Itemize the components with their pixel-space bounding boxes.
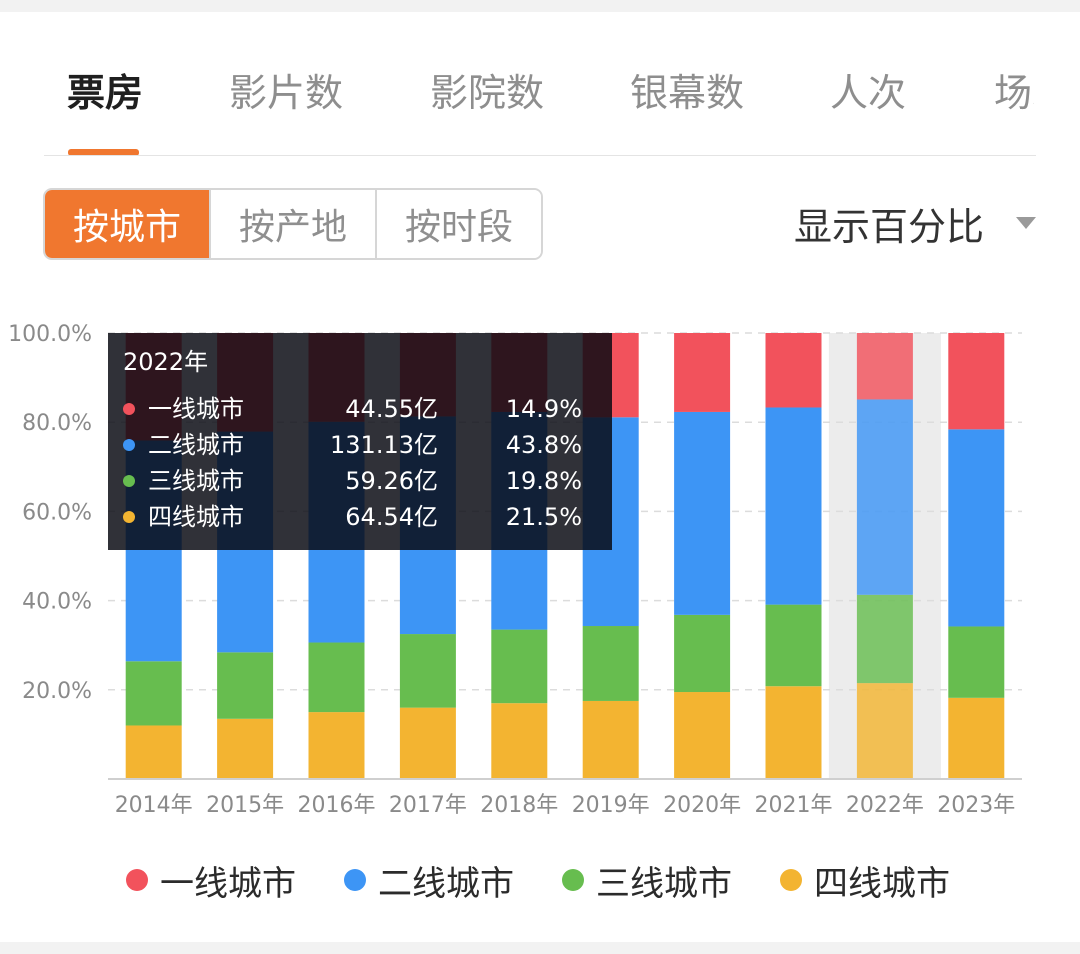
legend-item-tier3[interactable]: 三线城市: [562, 855, 732, 905]
display-mode-dropdown[interactable]: 显示百分比: [794, 200, 1036, 249]
x-tick-label: 2018年: [480, 793, 558, 818]
x-tick-label: 2021年: [755, 793, 833, 818]
bar-segment: [308, 712, 365, 779]
tooltip-value: 59.26亿: [345, 467, 438, 495]
tooltip-percent: 21.5%: [505, 503, 582, 531]
bar-segment: [674, 333, 731, 412]
legend-label-tier3: 三线城市: [596, 863, 732, 904]
x-tick-label: 2020年: [663, 793, 741, 818]
tooltip-row: 二线城市 131.13亿 43.8%: [123, 427, 596, 463]
tab-clip: 场次: [990, 52, 1034, 122]
bar-segment: [217, 652, 274, 719]
bar-segment: [217, 718, 274, 779]
tooltip-value: 64.54亿: [345, 503, 438, 531]
legend-item-tier2[interactable]: 二线城市: [344, 855, 514, 905]
bar-segment: [948, 333, 1005, 430]
x-tick-label: 2022年: [846, 793, 924, 818]
segment-by-timeslot[interactable]: 按时段: [375, 190, 541, 258]
bar-segment: [491, 629, 548, 704]
bar-segment: [674, 411, 731, 615]
tooltip-value: 44.55亿: [345, 395, 438, 423]
legend-dot-tier3: [562, 869, 584, 891]
bar-segment: [765, 604, 822, 687]
active-tab-indicator: [68, 149, 139, 156]
chart-tooltip: 2022年 一线城市 44.55亿 14.9% 二线城市 131.13亿 43.…: [108, 333, 612, 550]
tab-screen-count[interactable]: 银幕数: [630, 71, 745, 115]
legend-item-tier1[interactable]: 一线城市: [126, 855, 296, 905]
legend-dot-tier1: [126, 869, 148, 891]
bar-segment: [308, 642, 365, 713]
bar-segment: [125, 725, 182, 779]
legend-label-tier2: 二线城市: [378, 863, 514, 904]
legend-label-tier1: 一线城市: [160, 863, 296, 904]
bar-segment: [856, 399, 913, 595]
stacked-percent-bar-chart: 20.0% 40.0% 60.0% 80.0% 100.0% 2014年 2015年 2016…: [8, 322, 1022, 818]
legend-dot-tier4: [780, 869, 802, 891]
bar-segment: [948, 429, 1005, 627]
bar-segment: [399, 707, 456, 779]
y-tick-label: 40.0%: [22, 590, 92, 615]
tooltip-dot: [123, 403, 135, 415]
bar-segment: [399, 634, 456, 708]
y-tick-label: 20.0%: [22, 679, 92, 704]
bar-segment: [674, 614, 731, 693]
tab-screenings[interactable]: 场次: [994, 71, 1034, 115]
tooltip-series-name: 三线城市: [148, 467, 244, 495]
caret-down-icon: [1016, 217, 1036, 229]
tooltip-dot: [123, 439, 135, 451]
bar-segment: [765, 686, 822, 779]
segment-by-city[interactable]: 按城市: [45, 190, 209, 258]
bar-segment: [491, 703, 548, 779]
display-mode-label: 显示百分比: [793, 204, 984, 249]
tooltip-row: 三线城市 59.26亿 19.8%: [123, 463, 596, 499]
bar-segment: [765, 333, 822, 408]
bar-segment: [125, 661, 182, 726]
bar-segment: [582, 700, 639, 779]
segment-by-origin[interactable]: 按产地: [209, 190, 375, 258]
legend-dot-tier2: [344, 869, 366, 891]
tooltip-series-name: 四线城市: [148, 503, 244, 531]
tabs-divider: [44, 155, 1036, 156]
tooltip-percent: 19.8%: [505, 467, 582, 495]
tooltip-series-name: 二线城市: [148, 431, 244, 459]
bar-segment: [948, 697, 1005, 779]
tooltip-series-name: 一线城市: [148, 395, 244, 423]
tooltip-dot: [123, 475, 135, 487]
x-tick-label: 2016年: [298, 793, 376, 818]
grouping-segmented-control: 按城市 按产地 按时段: [43, 188, 543, 260]
bar-segment: [856, 594, 913, 684]
tooltip-value: 131.13亿: [330, 431, 438, 459]
y-tick-label: 60.0%: [22, 500, 92, 525]
tooltip-percent: 14.9%: [505, 395, 582, 423]
tab-cinema-count[interactable]: 影院数: [430, 71, 545, 115]
bar-segment: [765, 407, 822, 605]
bar-segment: [948, 626, 1005, 698]
tooltip-percent: 43.8%: [505, 431, 582, 459]
legend-label-tier4: 四线城市: [814, 863, 950, 904]
tab-film-count[interactable]: 影片数: [229, 71, 344, 115]
tooltip-row: 一线城市 44.55亿 14.9%: [123, 391, 596, 427]
bar-segment: [856, 333, 913, 400]
legend-item-tier4[interactable]: 四线城市: [780, 855, 950, 905]
x-tick-label: 2019年: [572, 793, 650, 818]
bar-segment: [674, 692, 731, 779]
tab-bar: 票房 影片数 影院数 银幕数 人次 场次: [0, 12, 1080, 157]
bar-segment: [582, 626, 639, 701]
tooltip-row: 四线城市 64.54亿 21.5%: [123, 499, 596, 535]
bar-segment: [856, 683, 913, 779]
tooltip-dot: [123, 511, 135, 523]
tab-box-office[interactable]: 票房: [67, 71, 144, 115]
x-tick-label: 2017年: [389, 793, 467, 818]
x-tick-label: 2014年: [115, 793, 193, 818]
x-tick-label: 2015年: [206, 793, 284, 818]
y-tick-label: 100.0%: [8, 322, 92, 347]
chart-legend: 一线城市 二线城市 三线城市 四线城市: [0, 855, 1080, 905]
y-tick-label: 80.0%: [22, 411, 92, 436]
tab-admissions[interactable]: 人次: [830, 71, 907, 115]
tooltip-title: 2022年: [123, 348, 209, 376]
x-tick-label: 2023年: [937, 793, 1015, 818]
